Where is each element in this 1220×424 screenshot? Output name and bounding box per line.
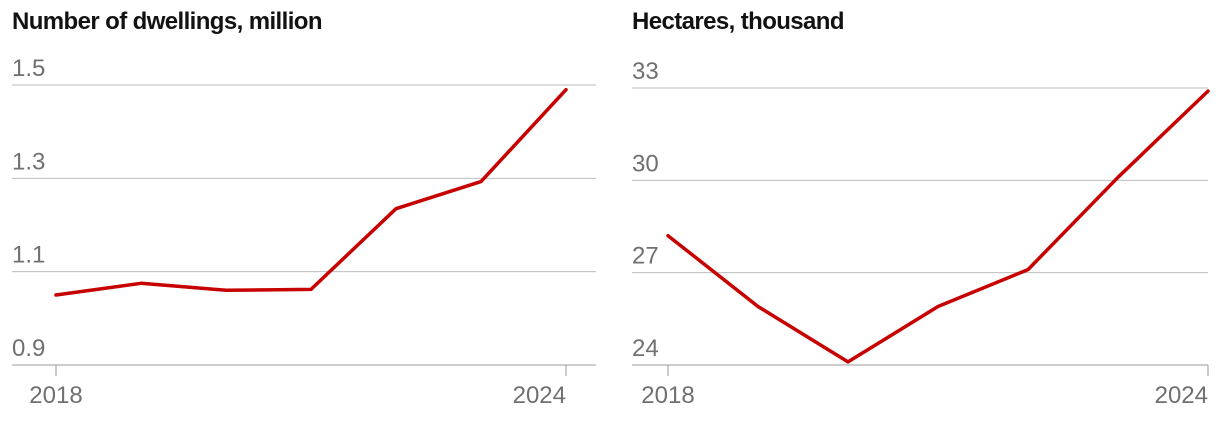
chart-title: Hectares, thousand xyxy=(632,8,845,35)
chart-panel-hectares: Hectares, thousand 24 27 30 33 2018 2024 xyxy=(610,0,1220,424)
x-tick-label: 2018 xyxy=(641,382,694,409)
y-tick-label: 30 xyxy=(632,150,659,177)
chart-title: Number of dwellings, million xyxy=(12,8,322,35)
y-tick-label: 33 xyxy=(632,58,659,85)
y-tick-label: 1.3 xyxy=(12,148,45,175)
y-tick-label: 1.5 xyxy=(12,55,45,82)
x-tick-label: 2018 xyxy=(29,382,82,409)
y-tick-label: 1.1 xyxy=(12,242,45,269)
series-line xyxy=(54,87,568,297)
y-tick-label: 24 xyxy=(632,335,659,362)
y-tick-label: 27 xyxy=(632,243,659,270)
series-line xyxy=(666,89,1210,364)
line-chart-dwellings: 0.9 1.1 1.3 1.5 2018 2024 xyxy=(12,55,596,409)
x-tick-label: 2024 xyxy=(1155,382,1208,409)
chart-panel-dwellings: Number of dwellings, million 0.9 1.1 1.3 1.… xyxy=(12,8,596,409)
line-chart-hectares: 24 27 30 33 2018 2024 xyxy=(632,58,1210,409)
x-tick-label: 2024 xyxy=(513,382,566,409)
y-tick-label: 0.9 xyxy=(12,335,45,362)
